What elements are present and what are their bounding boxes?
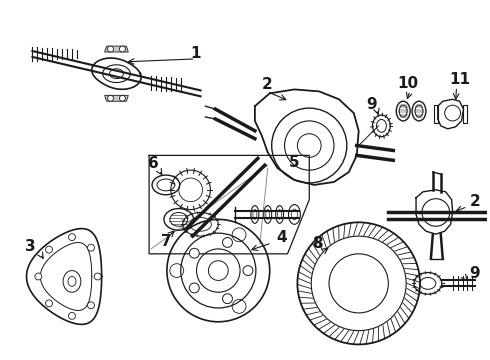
- Circle shape: [189, 248, 199, 258]
- Circle shape: [46, 246, 52, 253]
- Text: 6: 6: [147, 156, 158, 171]
- Circle shape: [94, 273, 101, 280]
- Text: 8: 8: [312, 237, 322, 252]
- Circle shape: [222, 238, 232, 247]
- Text: 5: 5: [289, 155, 300, 170]
- Polygon shape: [104, 95, 128, 101]
- Text: 1: 1: [190, 46, 201, 62]
- Circle shape: [88, 302, 95, 309]
- Circle shape: [46, 300, 52, 307]
- Text: 2: 2: [261, 77, 272, 92]
- Circle shape: [189, 283, 199, 293]
- Text: 3: 3: [25, 239, 36, 255]
- Text: 9: 9: [366, 97, 377, 112]
- Text: 9: 9: [469, 266, 480, 281]
- Circle shape: [69, 234, 75, 240]
- Circle shape: [69, 312, 75, 319]
- Text: 7: 7: [161, 234, 171, 248]
- Circle shape: [222, 294, 232, 303]
- Circle shape: [243, 266, 253, 275]
- Text: 4: 4: [276, 230, 287, 244]
- Circle shape: [120, 46, 125, 52]
- Circle shape: [108, 95, 114, 101]
- Polygon shape: [104, 46, 128, 52]
- Circle shape: [88, 244, 95, 251]
- Text: 11: 11: [449, 72, 470, 87]
- Circle shape: [35, 273, 42, 280]
- Text: 10: 10: [397, 76, 418, 91]
- Text: 2: 2: [470, 194, 481, 209]
- Circle shape: [120, 95, 125, 101]
- Circle shape: [108, 46, 114, 52]
